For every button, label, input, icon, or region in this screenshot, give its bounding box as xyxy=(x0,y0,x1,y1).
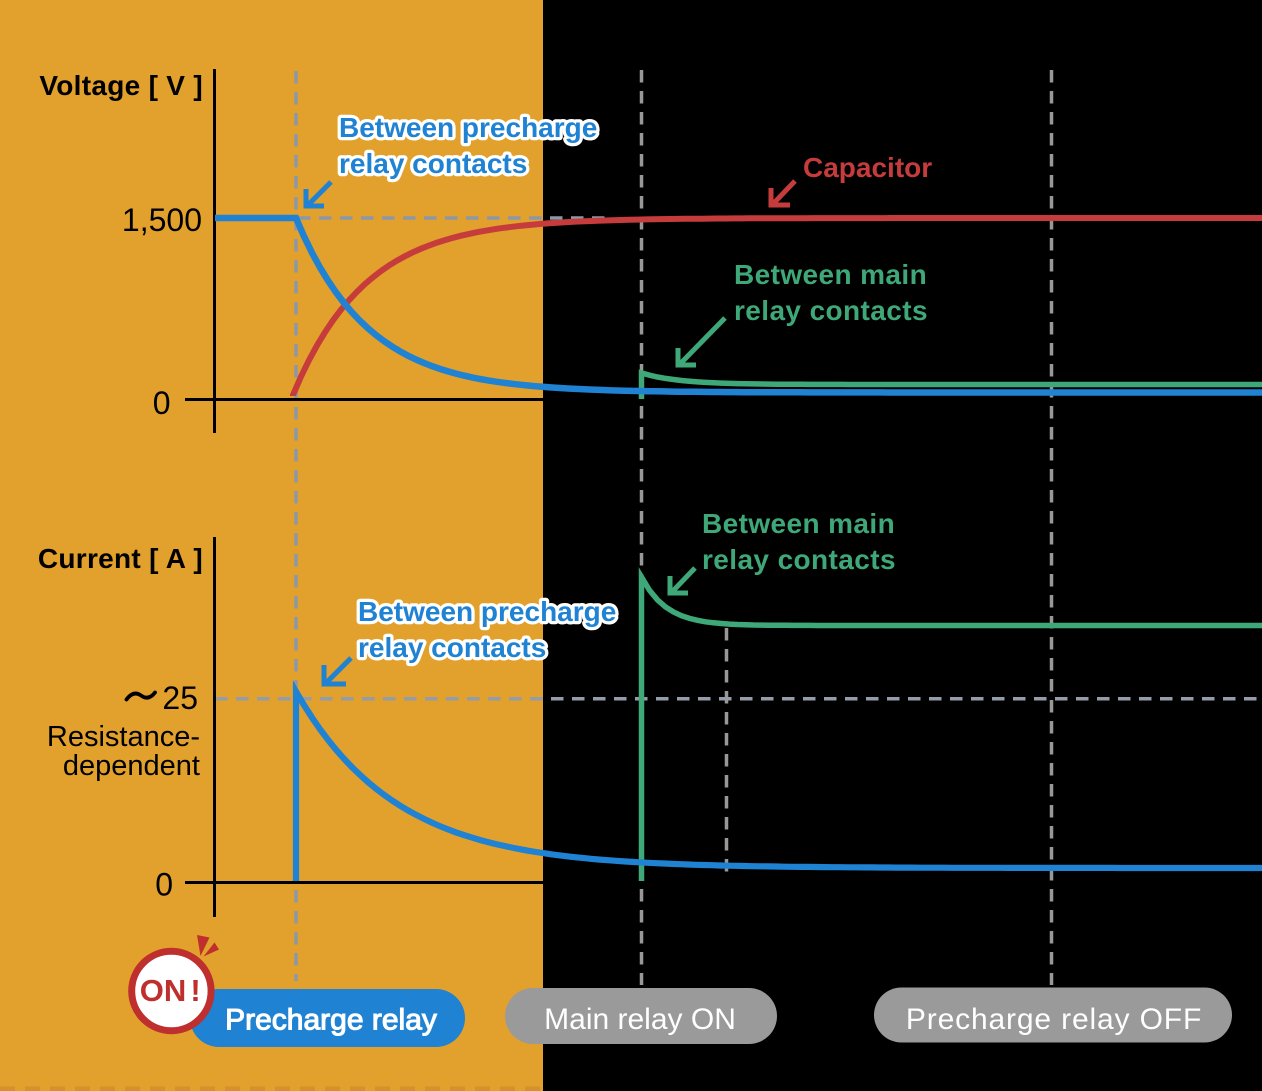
svg-text:ON: ON xyxy=(140,973,187,1008)
svg-text:Main relay ON: Main relay ON xyxy=(544,1003,736,1036)
svg-text:!: ! xyxy=(190,973,200,1008)
svg-text:Current [ A ]: Current [ A ] xyxy=(38,543,203,574)
svg-text:Resistance-: Resistance- xyxy=(47,721,200,753)
svg-text:0: 0 xyxy=(153,385,171,421)
svg-text:dependent: dependent xyxy=(63,750,200,782)
svg-text:Between precharge: Between precharge xyxy=(358,596,616,627)
svg-text:1,500: 1,500 xyxy=(122,202,202,238)
svg-text:relay contacts: relay contacts xyxy=(358,632,546,663)
svg-text:0: 0 xyxy=(155,867,173,903)
svg-text:relay contacts: relay contacts xyxy=(339,148,527,179)
svg-text:Between main: Between main xyxy=(702,508,895,539)
svg-text:Voltage [ V ]: Voltage [ V ] xyxy=(39,70,203,101)
svg-text:Precharge relay: Precharge relay xyxy=(225,1004,437,1037)
svg-text:Between main: Between main xyxy=(734,259,927,290)
svg-text:relay contacts: relay contacts xyxy=(734,295,928,326)
svg-text:Precharge relay OFF: Precharge relay OFF xyxy=(906,1003,1202,1036)
svg-text:Capacitor: Capacitor xyxy=(803,152,932,183)
svg-text:25: 25 xyxy=(162,680,198,716)
svg-text:relay contacts: relay contacts xyxy=(702,544,896,575)
svg-text:Between precharge: Between precharge xyxy=(339,112,597,143)
